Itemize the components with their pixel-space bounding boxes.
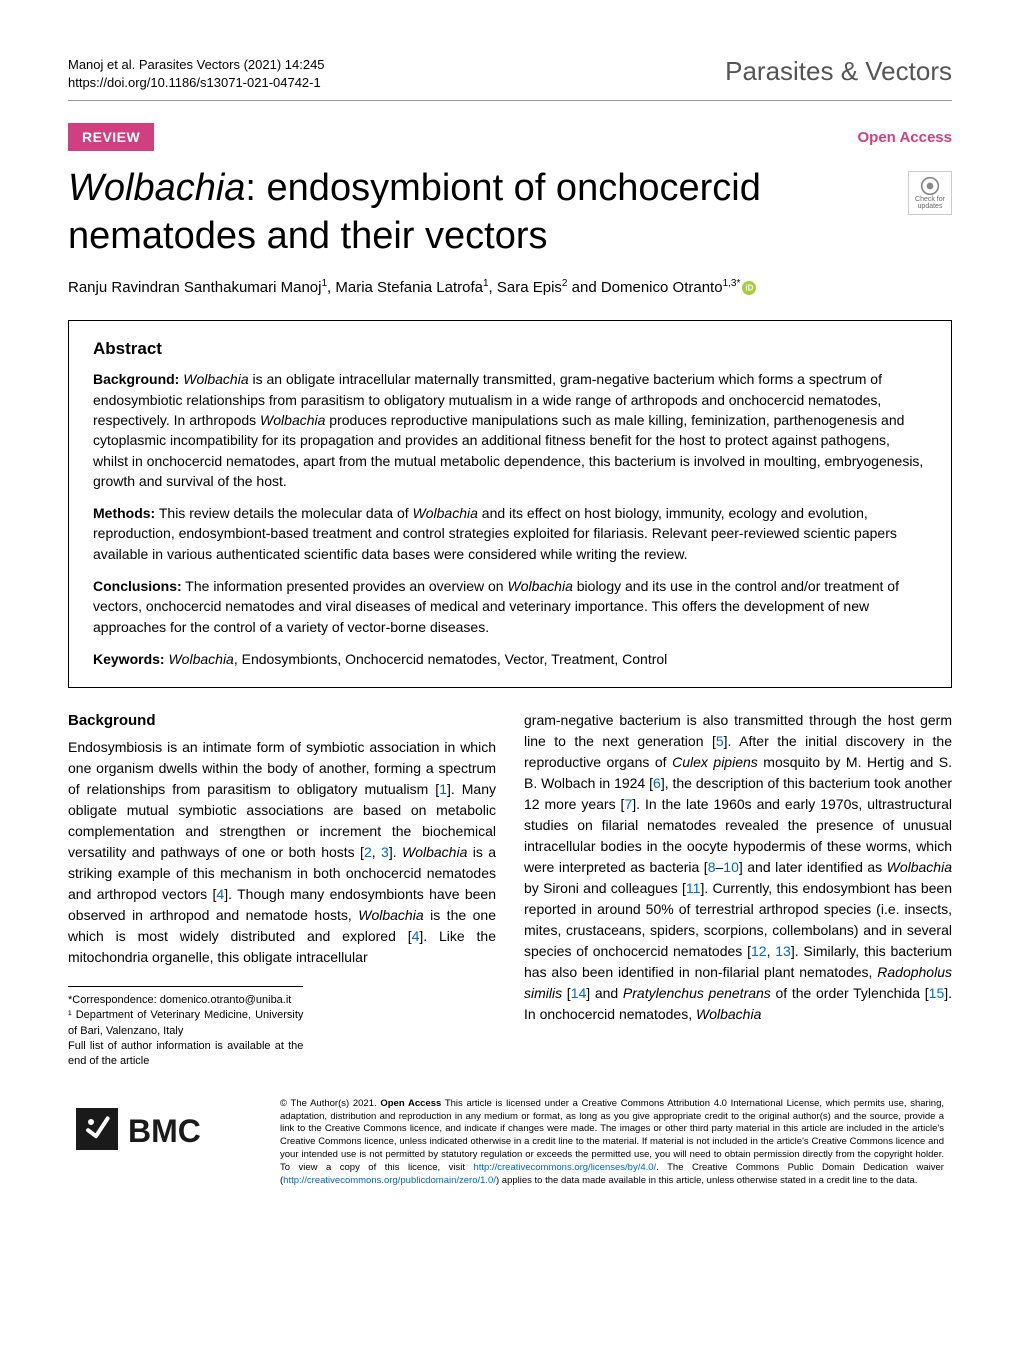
corr-full-list: Full list of author information is avail… — [68, 1039, 303, 1070]
column-left: Background Endosymbiosis is an intimate … — [68, 710, 496, 1069]
doi-text: https://doi.org/10.1186/s13071-021-04742… — [68, 74, 325, 92]
check-updates-icon — [920, 176, 940, 196]
body-columns: Background Endosymbiosis is an intimate … — [68, 710, 952, 1069]
conclusions-label: Conclusions: — [93, 578, 182, 594]
orcid-icon[interactable] — [742, 281, 756, 295]
citation-text: Manoj et al. Parasites Vectors (2021) 14… — [68, 56, 325, 74]
abstract-background: Background: Wolbachia is an obligate int… — [93, 369, 927, 491]
background-heading: Background — [68, 710, 496, 733]
license-link-cc[interactable]: http://creativecommons.org/licenses/by/4… — [473, 1162, 656, 1173]
header-divider — [68, 100, 952, 101]
tag-row: REVIEW Open Access — [68, 123, 952, 151]
abstract-heading: Abstract — [93, 339, 927, 359]
bmc-logo: BMC — [76, 1098, 256, 1163]
column-right: gram-negative bacterium is also transmit… — [524, 710, 952, 1069]
journal-name: Parasites & Vectors — [725, 56, 952, 87]
keywords-line: Keywords: Wolbachia, Endosymbionts, Onch… — [93, 649, 927, 669]
check-updates-badge[interactable]: Check for updates — [908, 171, 952, 215]
corr-email: *Correspondence: domenico.otranto@uniba.… — [68, 993, 303, 1008]
svg-text:BMC: BMC — [128, 1113, 201, 1149]
open-access-label: Open Access — [858, 129, 953, 146]
correspondence-block: *Correspondence: domenico.otranto@uniba.… — [68, 986, 303, 1070]
check-updates-text: Check for updates — [909, 196, 951, 210]
background-label: Background: — [93, 371, 179, 387]
corr-affiliation: ¹ Department of Veterinary Medicine, Uni… — [68, 1008, 303, 1039]
keywords-label: Keywords: — [93, 651, 165, 667]
title-row: Wolbachia: endosymbiont of onchocercid n… — [68, 165, 952, 260]
header-row: Manoj et al. Parasites Vectors (2021) 14… — [68, 56, 952, 92]
license-link-pd[interactable]: http://creativecommons.org/publicdomain/… — [283, 1175, 496, 1186]
abstract-conclusions: Conclusions: The information presented p… — [93, 576, 927, 637]
article-title: Wolbachia: endosymbiont of onchocercid n… — [68, 165, 888, 260]
bmc-logo-svg: BMC — [76, 1098, 256, 1158]
footer-row: BMC © The Author(s) 2021. Open Access Th… — [68, 1098, 952, 1188]
abstract-methods: Methods: This review details the molecul… — [93, 503, 927, 564]
license-text: © The Author(s) 2021. Open Access This a… — [280, 1098, 944, 1188]
authors-line: Ranju Ravindran Santhakumari Manoj1, Mar… — [68, 278, 952, 296]
title-italic: Wolbachia — [68, 167, 245, 209]
review-tag: REVIEW — [68, 123, 154, 151]
citation-block: Manoj et al. Parasites Vectors (2021) 14… — [68, 56, 325, 92]
methods-label: Methods: — [93, 505, 155, 521]
abstract-box: Abstract Background: Wolbachia is an obl… — [68, 320, 952, 688]
